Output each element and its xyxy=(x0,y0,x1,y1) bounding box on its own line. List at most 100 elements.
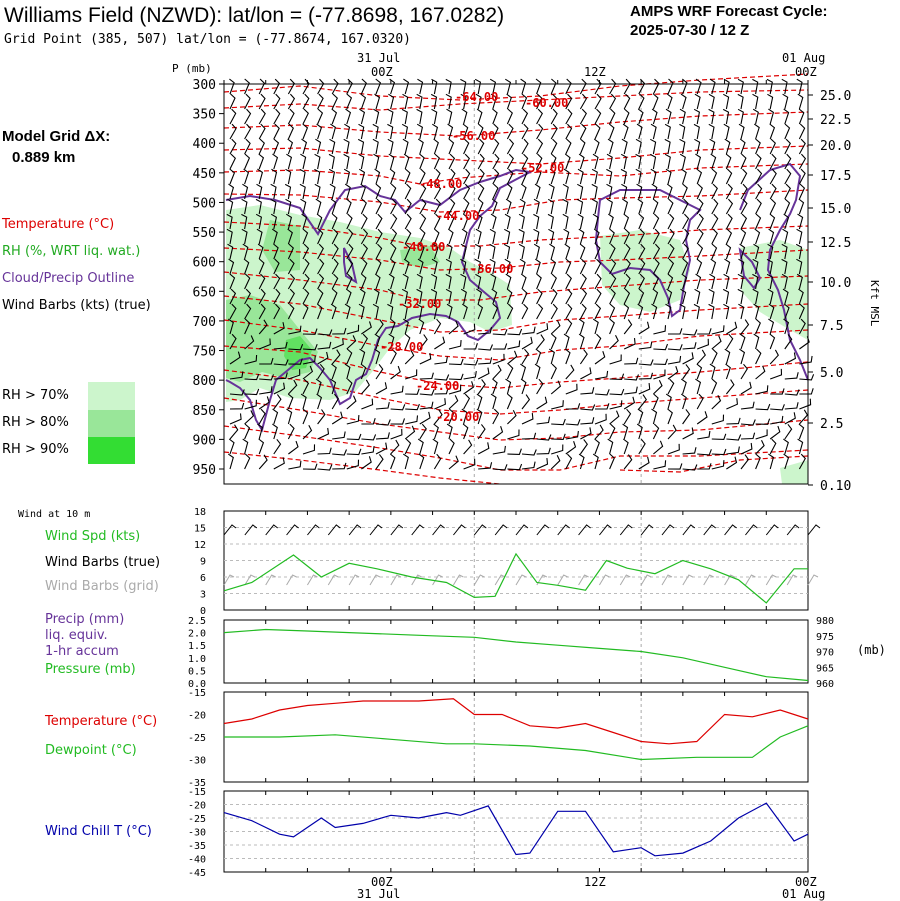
wind-barb xyxy=(331,243,339,260)
wind-barb xyxy=(388,333,395,350)
wind-barb xyxy=(229,303,237,320)
wind-barb xyxy=(228,183,235,200)
wind-barb xyxy=(726,446,740,455)
wind-barb xyxy=(548,348,555,365)
wind-barb xyxy=(784,372,799,380)
wind-barb xyxy=(755,168,763,185)
wind-barb xyxy=(448,198,456,215)
wind-barb xyxy=(505,273,512,290)
wind-barb xyxy=(346,448,362,456)
wind-speed-ytick-5: 15 xyxy=(194,524,206,535)
wind-barb xyxy=(550,455,561,470)
temperature-contour-13 xyxy=(223,397,809,441)
wind-barb xyxy=(609,93,617,110)
wind-barb xyxy=(273,394,282,410)
wind-barb xyxy=(346,378,353,395)
rh-70-area-3 xyxy=(740,240,808,340)
wind-barb xyxy=(594,413,607,425)
wind-barb-grid xyxy=(515,574,527,586)
wind-barb xyxy=(316,213,323,230)
wind-barb xyxy=(784,412,796,425)
wind-barb xyxy=(375,258,382,275)
wind-barb xyxy=(694,288,701,305)
wind-barb xyxy=(273,359,289,366)
wind-barb xyxy=(755,348,762,365)
wind-barb xyxy=(653,358,668,365)
wind-speed-ytick-6: 18 xyxy=(194,507,206,518)
wind-barb xyxy=(638,321,650,335)
wind-barb xyxy=(227,453,234,470)
wind-barb xyxy=(506,183,513,200)
wind-barb xyxy=(328,153,335,170)
wind-barb xyxy=(798,138,806,155)
wind-barb xyxy=(693,108,701,125)
wind-barb xyxy=(652,243,661,260)
wind-barb xyxy=(518,213,525,230)
wind-barb xyxy=(653,380,663,395)
wind-barb xyxy=(652,393,659,410)
wind-barb xyxy=(711,213,719,230)
wind-barb xyxy=(476,408,483,425)
wind-barb xyxy=(244,388,260,396)
wind-barb xyxy=(505,378,512,395)
wind-barb xyxy=(447,123,454,140)
wind-barb xyxy=(565,318,573,335)
wind-barb xyxy=(682,198,689,215)
wind-barb xyxy=(536,288,543,305)
wind-barb xyxy=(434,336,446,350)
wind-barb xyxy=(241,228,248,245)
wind-barb xyxy=(229,288,237,305)
wind-barb xyxy=(375,382,388,395)
wind-barb xyxy=(387,303,394,320)
wind-barb-grid xyxy=(745,574,756,586)
wind-barb xyxy=(521,93,528,110)
wind-barb xyxy=(374,168,381,185)
wind-barb xyxy=(390,385,404,395)
wind-barb xyxy=(476,393,483,410)
wind-barb xyxy=(665,303,672,320)
pressure-ytick-0: 960 xyxy=(816,679,834,690)
wind-barb xyxy=(331,228,339,245)
wind-barb xyxy=(520,183,527,200)
wind-barb xyxy=(521,348,530,365)
wind-barb xyxy=(388,93,395,110)
legend-temperature: Temperature (°C) xyxy=(2,217,115,232)
wind-barb xyxy=(345,288,352,305)
wind-barb xyxy=(784,138,791,155)
wind-barb xyxy=(591,198,598,215)
wind-barb xyxy=(521,153,529,170)
wind-barb xyxy=(346,459,360,470)
temperature-contour-11 xyxy=(223,345,809,389)
wind-barb xyxy=(361,321,372,335)
pressure-tick-650: 650 xyxy=(193,285,216,300)
wind-barb xyxy=(534,363,541,380)
wind-barb xyxy=(740,442,753,455)
temperature-contours xyxy=(223,73,809,485)
wind-barb xyxy=(477,198,484,215)
wind-barb xyxy=(462,213,469,230)
temperature-contour-0 xyxy=(223,73,809,101)
wind-barb xyxy=(665,108,672,125)
wind-barb xyxy=(388,273,395,290)
wind-barb xyxy=(359,348,366,365)
wind-barb xyxy=(622,198,629,215)
wind-barb xyxy=(286,153,293,170)
wind-barb xyxy=(258,319,268,335)
wind-barb xyxy=(798,318,806,335)
pressure-tick-800: 800 xyxy=(193,374,216,389)
wind-barb xyxy=(489,78,497,95)
wind-barb xyxy=(403,78,410,95)
wind-barb xyxy=(285,198,292,215)
wind-barb xyxy=(624,386,638,395)
wind-barb xyxy=(463,458,476,470)
wind-barb xyxy=(740,228,747,245)
wind-barb xyxy=(490,273,497,290)
wind-barb xyxy=(623,319,633,335)
temperature-contour-14 xyxy=(223,425,809,471)
wind-barb xyxy=(594,370,609,380)
wind-barb xyxy=(331,393,339,410)
top-tick-12z: 12Z xyxy=(584,65,606,79)
wind-barb xyxy=(332,449,348,456)
wind-barb xyxy=(258,338,271,350)
wind-barb xyxy=(783,108,790,125)
